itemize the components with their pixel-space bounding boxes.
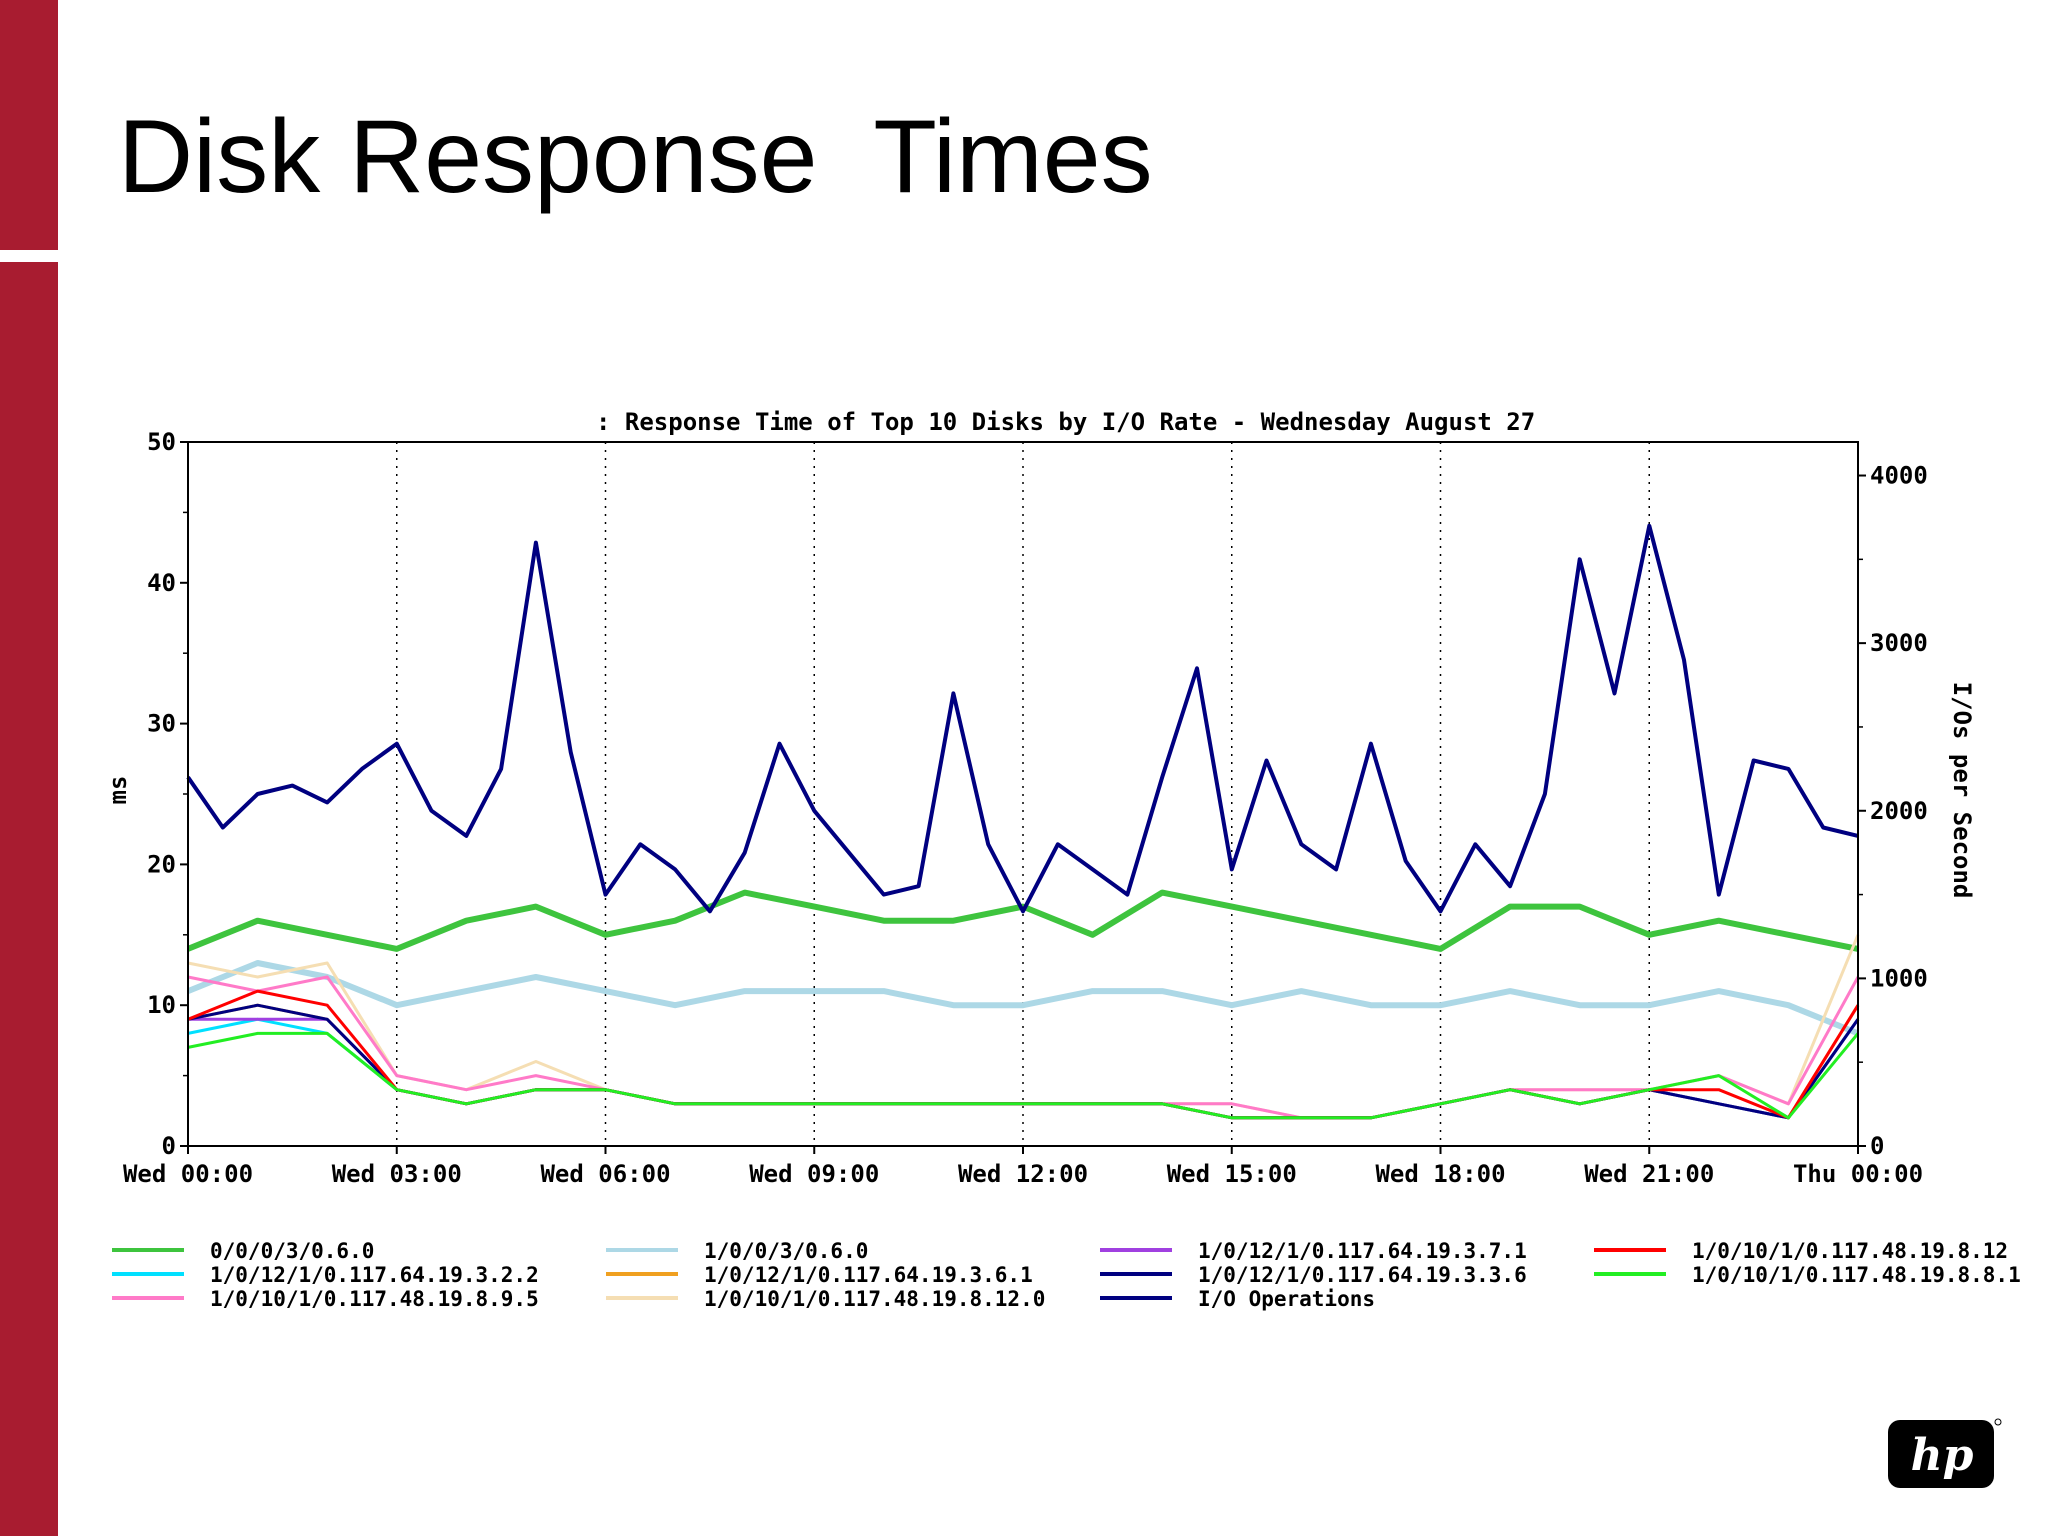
x-tick-label: Wed 12:00	[958, 1160, 1088, 1188]
y-tick-label: 30	[147, 710, 176, 738]
legend-label: 1/0/12/1/0.117.64.19.3.3.6	[1198, 1263, 1527, 1287]
axes: Wed 00:00 Wed 03:00 Wed 06:00 Wed 09:00 Wed …	[123, 428, 1928, 1188]
series-line	[186, 889, 1859, 952]
y2-tick-label: 0	[1870, 1132, 1884, 1160]
legend-label: 1/0/10/1/0.117.48.19.8.12.0	[704, 1287, 1045, 1311]
hp-logo-icon: hp	[1888, 1418, 2002, 1488]
series-line	[186, 960, 1860, 1037]
x-tick-label: Thu 00:00	[1793, 1160, 1923, 1188]
legend-label: 1/0/10/1/0.117.48.19.8.9.5	[210, 1287, 539, 1311]
x-tick-label: Wed 09:00	[749, 1160, 879, 1188]
left-accent-bar-bottom	[0, 262, 58, 1536]
series-line	[186, 523, 1859, 914]
legend-label: I/O Operations	[1198, 1287, 1375, 1311]
y-tick-label: 0	[162, 1132, 176, 1160]
legend-label: 1/0/12/1/0.117.64.19.3.2.2	[210, 1263, 539, 1287]
series-line	[187, 1003, 1860, 1120]
y2-tick-label: 2000	[1870, 797, 1928, 825]
y2-tick-label: 1000	[1870, 964, 1928, 992]
x-tick-label: Wed 21:00	[1584, 1160, 1714, 1188]
y2-axis-label: I/Os per Second	[1948, 682, 1976, 899]
legend-label: 0/0/0/3/0.6.0	[210, 1239, 374, 1263]
series-lines	[186, 523, 1860, 1120]
y-tick-label: 10	[147, 991, 176, 1019]
y-tick-label: 20	[147, 850, 176, 878]
legend-label: 1/0/12/1/0.117.64.19.3.7.1	[1198, 1239, 1527, 1263]
x-tick-label: Wed 18:00	[1375, 1160, 1505, 1188]
x-tick-label: Wed 03:00	[332, 1160, 462, 1188]
y-axis-label: ms	[104, 776, 132, 805]
y-tick-label: 50	[147, 428, 176, 456]
slide-title: Disk Response Times	[118, 99, 1153, 215]
legend-label: 1/0/0/3/0.6.0	[704, 1239, 868, 1263]
legend-label: 1/0/12/1/0.117.64.19.3.6.1	[704, 1263, 1033, 1287]
x-tick-label: Wed 15:00	[1167, 1160, 1297, 1188]
grid-lines	[396, 442, 1650, 1146]
legend-label: 1/0/10/1/0.117.48.19.8.12	[1692, 1239, 2008, 1263]
x-tick-label: Wed 00:00	[123, 1160, 253, 1188]
legend: 0/0/0/3/0.6.01/0/12/1/0.117.64.19.3.2.21…	[112, 1239, 2021, 1311]
y-tick-label: 40	[147, 569, 176, 597]
series-line	[187, 1031, 1860, 1120]
x-tick-label: Wed 06:00	[540, 1160, 670, 1188]
logo-text: hp	[1911, 1430, 1974, 1481]
series-line	[187, 1003, 1860, 1120]
y2-tick-label: 4000	[1870, 462, 1928, 490]
chart-title: : Response Time of Top 10 Disks by I/O R…	[596, 408, 1535, 436]
left-accent-bar-top	[0, 0, 58, 250]
legend-label: 1/0/10/1/0.117.48.19.8.8.1	[1692, 1263, 2021, 1287]
y2-tick-label: 3000	[1870, 629, 1928, 657]
